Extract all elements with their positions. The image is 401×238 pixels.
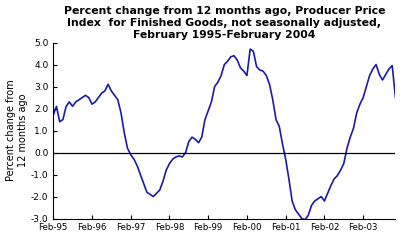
- Title: Percent change from 12 months ago, Producer Price
Index  for Finished Goods, not: Percent change from 12 months ago, Produ…: [64, 5, 385, 40]
- Y-axis label: Percent change from
12 months ago: Percent change from 12 months ago: [6, 80, 28, 181]
